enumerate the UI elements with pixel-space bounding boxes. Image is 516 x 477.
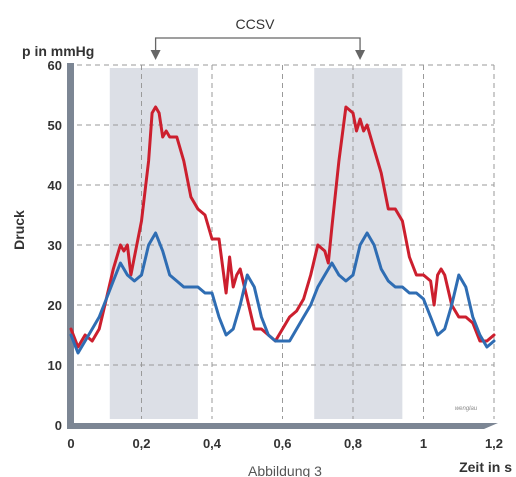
- ccsv-arrow-1: [150, 50, 161, 60]
- y-tick-label: 30: [48, 238, 62, 253]
- y-tick-label: 40: [48, 178, 62, 193]
- x-tick-label: 1: [420, 436, 427, 451]
- y-tick-label: 60: [48, 58, 62, 73]
- x-axis-label: Zeit in s: [459, 459, 512, 475]
- shaded-band-1: [109, 68, 198, 419]
- x-tick-label: 0,4: [203, 436, 222, 451]
- y-tick-label: 20: [48, 298, 62, 313]
- x-tick-label: 0: [67, 436, 74, 451]
- ccsv-bracket: [154, 37, 361, 54]
- x-axis-line: [67, 423, 498, 429]
- watermark: wenglau: [455, 406, 478, 412]
- ccsv-annotation-label: CCSV: [236, 16, 276, 32]
- ccsv-arrow-2: [355, 50, 366, 60]
- x-tick-label: 1,2: [485, 436, 503, 451]
- figure-caption: Abbildung 3: [248, 463, 322, 477]
- x-tick-label: 0,6: [273, 436, 291, 451]
- y-tick-label: 0: [55, 418, 62, 433]
- x-tick-label: 0,2: [132, 436, 150, 451]
- x-tick-label: 0,8: [344, 436, 362, 451]
- y-axis-label: Druck: [11, 210, 27, 250]
- y-tick-label: 50: [48, 118, 62, 133]
- series-line-blue: [69, 231, 496, 355]
- y-axis-unit-label: p in mmHg: [22, 43, 94, 59]
- y-tick-label: 10: [48, 358, 62, 373]
- y-axis-line: [67, 63, 74, 429]
